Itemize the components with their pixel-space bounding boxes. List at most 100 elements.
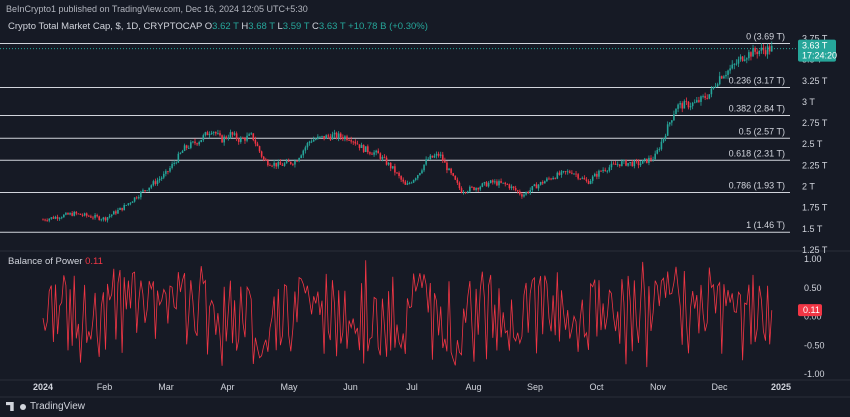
candle-body — [683, 101, 686, 109]
tradingview-brand[interactable]: TradingView — [6, 401, 85, 412]
candle-body — [254, 140, 257, 144]
candle-body — [566, 171, 569, 173]
candle-body — [352, 141, 355, 143]
indicator-value: 0.11 — [85, 256, 103, 267]
candle-body — [369, 152, 371, 154]
candle-body — [267, 160, 269, 166]
candle-body — [325, 135, 327, 139]
open-label: O — [204, 21, 213, 32]
candle-body — [531, 186, 534, 190]
candle-body — [456, 179, 459, 183]
bop-line — [42, 260, 773, 368]
candle-body — [154, 181, 157, 184]
candle-body — [73, 211, 76, 216]
candle-body — [631, 162, 634, 167]
candle-body — [160, 177, 163, 179]
candle-body — [460, 188, 463, 193]
high-value: 3.68 T — [248, 21, 275, 32]
candle-body — [510, 186, 513, 189]
candle-body — [710, 88, 713, 95]
candle-body — [593, 173, 596, 177]
fib-label: 0 (3.69 T) — [746, 32, 785, 42]
candle-body — [756, 51, 758, 55]
candle-body — [248, 134, 250, 136]
candle-body — [167, 171, 169, 172]
candle-body — [229, 132, 232, 138]
candle-body — [491, 180, 494, 183]
candle-body — [627, 163, 629, 166]
candle-body — [516, 190, 519, 192]
candle-body — [693, 102, 696, 104]
candle-body — [585, 179, 588, 182]
time-tick-label: Apr — [220, 382, 234, 392]
price-tick-label: 1.25 T — [802, 245, 828, 255]
candle-body — [304, 147, 307, 151]
candle-body — [379, 153, 382, 159]
candle-body — [344, 136, 346, 140]
fib-levels: 0 (3.69 T) 0.236 (3.17 T) 0.382 (2.84 T) 0.… — [0, 32, 790, 233]
bop-tick-label: 0.00 — [804, 312, 822, 322]
candle-body — [137, 197, 140, 199]
time-tick-label: Nov — [650, 382, 667, 392]
candle-body — [487, 182, 490, 187]
candle-body — [700, 96, 702, 102]
candle-body — [119, 207, 121, 210]
bop-value-label: 0.11 — [803, 305, 820, 315]
candle-body — [152, 181, 155, 186]
candle-body — [494, 181, 496, 183]
candle-body — [591, 176, 594, 181]
candle-body — [575, 173, 577, 175]
candle-body — [396, 172, 398, 174]
candle-body — [687, 101, 690, 108]
candle-body — [635, 160, 638, 162]
candle-body — [569, 171, 571, 173]
candle-body — [44, 219, 46, 221]
candle-body — [394, 166, 396, 173]
candle-body — [117, 209, 119, 214]
candle-body — [752, 48, 754, 57]
candle-body — [302, 150, 305, 156]
candle-body — [223, 136, 225, 143]
candle-body — [194, 141, 196, 144]
candle-body — [416, 175, 419, 179]
candle-body — [718, 76, 721, 85]
candle-body — [537, 184, 540, 189]
candle-body — [69, 213, 71, 215]
price-tick-label: 2.5 T — [802, 139, 823, 149]
time-tick-label: Jun — [343, 382, 358, 392]
candle-body — [414, 178, 417, 180]
candle-body — [604, 169, 606, 171]
candle-body — [485, 182, 488, 187]
candle-body — [606, 170, 609, 172]
candle-body — [67, 212, 69, 215]
axes: 3.75 T3.5 T3.25 T3 T2.75 T2.5 T2.25 T2 T… — [0, 33, 837, 392]
bop-value-badge — [798, 304, 822, 317]
candle-body — [548, 178, 550, 180]
candle-body — [121, 207, 123, 211]
candle-body — [125, 204, 128, 206]
candle-body — [646, 158, 648, 163]
time-tick-label: 2025 — [771, 382, 791, 392]
candle-body — [704, 96, 706, 98]
candle-body — [502, 182, 504, 184]
candle-body — [233, 133, 236, 135]
candle-body — [743, 59, 746, 61]
candle-body — [42, 219, 44, 221]
current-price-badge — [798, 39, 836, 62]
candle-body — [675, 108, 677, 115]
candle-body — [673, 114, 675, 121]
symbol-name[interactable]: Crypto Total Market Cap, $, 1D, CRYPTOCA… — [8, 21, 203, 32]
candle-body — [339, 133, 342, 138]
candle-body — [508, 184, 511, 189]
candle-body — [725, 74, 727, 77]
candle-body — [58, 218, 61, 219]
candle-body — [319, 136, 321, 138]
candle-body — [300, 155, 302, 158]
candle-body — [546, 178, 548, 182]
candle-body — [367, 146, 369, 153]
candle-body — [643, 158, 646, 161]
indicator-legend[interactable]: Balance of Power 0.11 — [8, 256, 103, 267]
close-label: C — [312, 21, 319, 32]
candle-body — [335, 132, 338, 139]
